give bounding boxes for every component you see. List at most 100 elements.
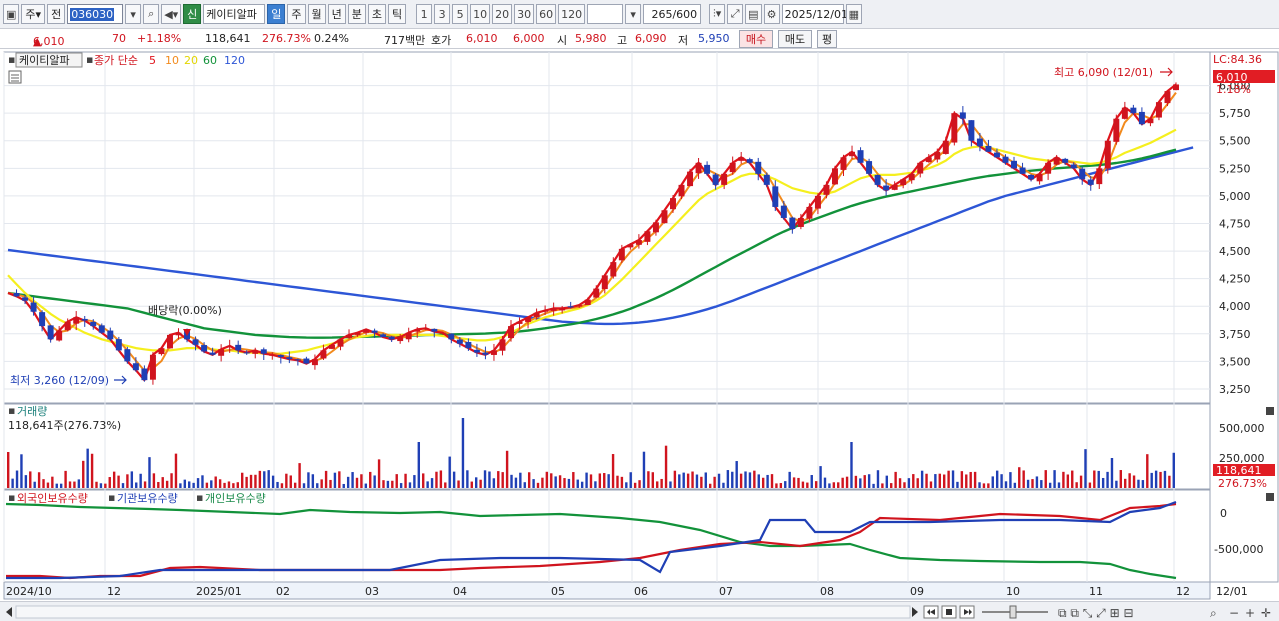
- volume-bar: [475, 477, 478, 488]
- interval-1[interactable]: 1: [416, 4, 433, 24]
- scroll-track[interactable]: [15, 605, 911, 619]
- stock-chart[interactable]: 6,0005,7505,5005,2505,0004,7504,5004,250…: [0, 50, 1279, 601]
- candle-type-icon[interactable]: ⫶▾: [709, 4, 726, 24]
- volume-bar: [545, 471, 549, 488]
- candle-down: [976, 138, 983, 147]
- zoom-slider-thumb[interactable]: [1009, 605, 1017, 619]
- interval-120[interactable]: 120: [558, 4, 586, 24]
- volume-bar: [188, 481, 191, 488]
- save-icon[interactable]: ▤: [745, 4, 762, 24]
- volume-bar: [55, 483, 58, 488]
- volume-bar: [523, 482, 526, 488]
- calendar-icon[interactable]: ▦: [845, 4, 862, 24]
- volume-bar: [656, 481, 659, 488]
- volume-bar: [382, 480, 385, 488]
- volume-bar: [832, 482, 836, 488]
- interval-dropdown-icon[interactable]: ▾: [625, 4, 642, 24]
- interval-10[interactable]: 10: [470, 4, 491, 24]
- x-tick-label: 08: [820, 585, 834, 598]
- price-change: 70: [112, 32, 126, 45]
- candle-up: [218, 349, 225, 356]
- candle-up: [328, 344, 335, 349]
- candle-down: [303, 358, 310, 364]
- ma10-line: [7, 92, 1177, 372]
- volume-bar: [651, 472, 655, 488]
- avg-button[interactable]: 평: [817, 30, 837, 48]
- tab-tick[interactable]: 틱: [388, 4, 407, 24]
- legend-stock-box[interactable]: [15, 52, 83, 68]
- buy-button[interactable]: 매수: [739, 30, 773, 48]
- candle-down: [1087, 179, 1094, 185]
- date-field[interactable]: 2025/12/01: [781, 4, 848, 24]
- volume-bar: [850, 442, 853, 488]
- scroll-right-icon[interactable]: [912, 607, 918, 617]
- stock-name-field[interactable]: 케이티알파: [203, 4, 266, 24]
- code-dropdown-icon[interactable]: ▾: [125, 4, 142, 24]
- zoom-search-icon[interactable]: ⌕: [1210, 606, 1217, 620]
- volume-bar: [801, 481, 805, 488]
- interval-5[interactable]: 5: [452, 4, 469, 24]
- volume-bar: [845, 476, 849, 488]
- prev-button[interactable]: 전: [47, 4, 66, 24]
- interval-30[interactable]: 30: [514, 4, 535, 24]
- period-select[interactable]: 주 ▾: [21, 4, 46, 24]
- new-button[interactable]: 신: [183, 4, 202, 24]
- volume-bar: [95, 481, 98, 488]
- chart-area[interactable]: 6,000 5,750 5,500 5,250 5,000 4,750 4,500 4,250…: [0, 50, 1279, 605]
- candle-up: [1045, 162, 1052, 174]
- volume-bar: [289, 475, 292, 488]
- tab-second[interactable]: 초: [367, 4, 387, 24]
- interval-60[interactable]: 60: [536, 4, 557, 24]
- volume-bar: [739, 473, 743, 488]
- tab-minute[interactable]: 분: [347, 4, 366, 24]
- bar-count-field[interactable]: 265/600: [643, 4, 702, 24]
- volume-panel-close-icon[interactable]: [1266, 407, 1274, 415]
- gear-icon[interactable]: ⚙: [763, 4, 780, 24]
- layout-tools-icon[interactable]: ⧉ ⧉ ⤡ ⤢ ⊞ ⊟: [1058, 606, 1134, 620]
- volume-bar: [201, 475, 204, 488]
- tab-day[interactable]: 일: [267, 4, 286, 24]
- sell-button[interactable]: 매도: [778, 30, 812, 48]
- scroll-left-icon[interactable]: [6, 607, 12, 617]
- tab-week[interactable]: 주: [287, 4, 306, 24]
- interval-20[interactable]: 20: [492, 4, 513, 24]
- volume-bar: [876, 470, 880, 488]
- volume-bar: [938, 473, 941, 488]
- interval-custom-input[interactable]: [587, 4, 624, 24]
- candle-down: [388, 336, 395, 340]
- candle-up: [422, 328, 429, 330]
- zoom-out-icon[interactable]: −: [1229, 606, 1239, 620]
- chart-scrollbar[interactable]: ⧉ ⧉ ⤡ ⤢ ⊞ ⊟ ⌕ − + ✛: [0, 601, 1279, 621]
- candle-up: [149, 354, 156, 380]
- candle-down: [993, 152, 1000, 158]
- volume-bar: [929, 481, 933, 488]
- legend-foreign: 외국인보유수량: [17, 492, 88, 505]
- zoom-in-icon[interactable]: +: [1245, 606, 1255, 620]
- volume-bar: [59, 483, 63, 488]
- crosshair-icon[interactable]: ✛: [1261, 606, 1271, 620]
- draw-tool-icon[interactable]: ⤢: [727, 4, 744, 24]
- volume-bar: [1119, 470, 1123, 488]
- table-icon[interactable]: [8, 70, 22, 84]
- tab-month[interactable]: 월: [307, 4, 326, 24]
- volume-bar: [148, 457, 151, 488]
- volume-bar: [576, 479, 579, 488]
- candle-down: [380, 334, 387, 338]
- volume-bar: [214, 476, 217, 488]
- stock-code-input[interactable]: 036030: [67, 4, 124, 24]
- volume-bar: [430, 478, 434, 488]
- volume-bar: [236, 482, 239, 488]
- tab-year[interactable]: 년: [327, 4, 346, 24]
- volume-bar: [245, 476, 248, 488]
- layout-icon[interactable]: ▣: [3, 4, 20, 24]
- speaker-icon[interactable]: ◀▾: [161, 4, 182, 24]
- holdings-panel-close-icon[interactable]: [1266, 493, 1274, 501]
- volume-bar: [633, 482, 637, 488]
- interval-3[interactable]: 3: [434, 4, 451, 24]
- price-tick-label: 5,750: [1219, 107, 1251, 120]
- volume-bar: [342, 483, 345, 488]
- volume-bar: [973, 471, 977, 488]
- candle-down: [124, 349, 131, 362]
- search-icon[interactable]: ⌕: [143, 4, 160, 24]
- volume-bar: [735, 461, 738, 488]
